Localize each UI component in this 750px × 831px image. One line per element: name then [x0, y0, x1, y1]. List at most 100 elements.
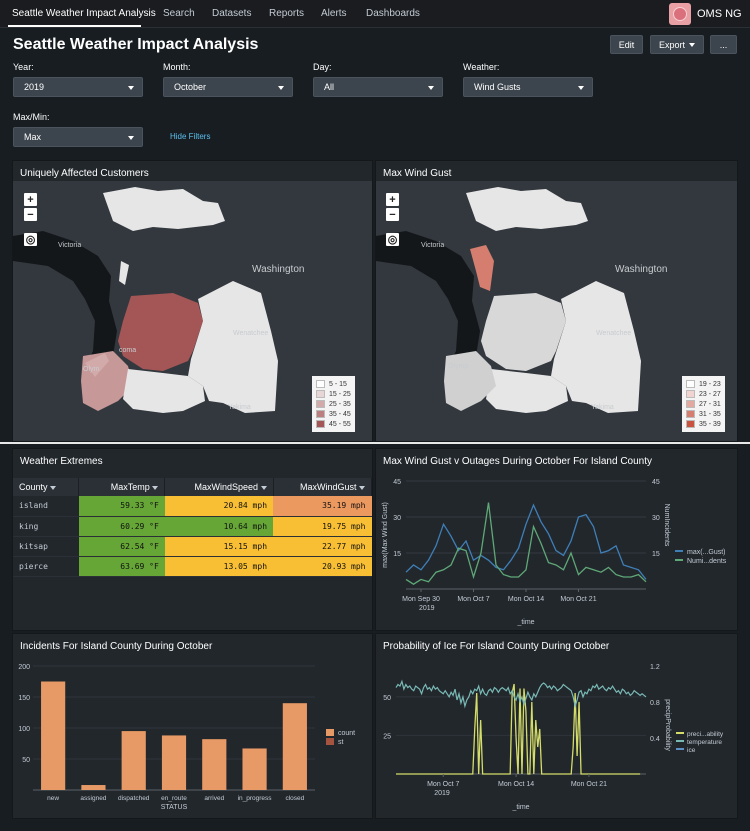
legend-swatch — [686, 400, 695, 408]
month-label: Month: — [163, 62, 191, 72]
series-line-max-wind-gust — [405, 503, 647, 580]
x-tick-label: Mon Oct 21 — [560, 596, 596, 603]
table-row[interactable]: king 60.29 °F 10.64 mph 19.75 mph — [13, 516, 372, 537]
legend-label: count — [338, 730, 355, 737]
legend-row: 35 - 45 — [316, 409, 351, 419]
column-header-county[interactable]: County — [13, 478, 80, 496]
map-canvas[interactable]: Victoria Washington Wenatchee Yakima Oly… — [13, 181, 372, 441]
water-body — [13, 231, 117, 386]
nav-item-current-dashboard[interactable]: Seattle Weather Impact Analysis — [12, 8, 156, 19]
bar-new — [41, 681, 66, 790]
sort-icon — [359, 486, 365, 490]
edit-button[interactable]: Edit — [610, 35, 643, 54]
year-dropdown[interactable]: 2019 — [13, 77, 143, 97]
nav-item-reports[interactable]: Reports — [269, 8, 305, 19]
legend-swatch — [316, 420, 325, 428]
county-lewis — [123, 369, 205, 413]
y-tick-label: 25 — [383, 733, 391, 740]
x-tick-label: Mon Oct 14 — [498, 781, 534, 788]
panel-title: Uniquely Affected Customers — [20, 168, 149, 179]
weather-dropdown[interactable]: Wind Gusts — [463, 77, 593, 97]
locate-icon[interactable]: ◎ — [386, 233, 399, 246]
column-header-maxwindgust[interactable]: MaxWindGust — [273, 478, 372, 496]
zoom-in-button[interactable]: + — [386, 193, 399, 206]
panel-title: Max Wind Gust — [383, 168, 452, 179]
y2-tick-label: 45 — [652, 479, 660, 486]
city-label-wenatchee: Wenatchee — [596, 330, 632, 337]
column-header-maxtemp[interactable]: MaxTemp — [78, 478, 166, 496]
legend-label: max(...Gust) — [687, 549, 726, 556]
region-label-washington: Washington — [615, 264, 668, 275]
x-tick-label: closed — [285, 795, 304, 802]
y2-tick-label: 1.2 — [650, 664, 660, 671]
weather-extremes-panel: Weather Extremes County MaxTemp MaxWindS… — [12, 448, 373, 631]
nav-item-datasets[interactable]: Datasets — [212, 8, 252, 19]
export-button-label: Export — [658, 39, 685, 50]
wind-gust-outages-chart[interactable]: 15 30 45 15 30 45 Mon Sep 30 Mon Oct 7 Mon Oct 1… — [376, 469, 738, 631]
column-header-maxwindspeed[interactable]: MaxWindSpeed — [164, 478, 274, 496]
app-name[interactable]: OMS NG — [697, 8, 742, 20]
weather-label: Weather: — [463, 62, 500, 72]
app-logo-icon[interactable] — [669, 3, 691, 25]
x-tick-label: dispatched — [118, 795, 150, 802]
legend-range: 5 - 15 — [329, 380, 347, 388]
cell-county: king — [13, 516, 79, 537]
ice-probability-chart[interactable]: 25 50 0.4 0.8 1.2 Mon Oct 7 Mon Oct 14 Mon Oct … — [376, 654, 738, 819]
year-value: 2019 — [24, 82, 45, 92]
table-row[interactable]: kitsap 62.54 °F 15.15 mph 22.77 mph — [13, 536, 372, 557]
cell-maxwindgust: 22.77 mph — [273, 536, 372, 557]
x-tick-label: Mon Oct 7 — [457, 596, 489, 603]
incidents-bar-chart[interactable]: 50 100 150 200 new assigned dispatched en_route… — [13, 654, 373, 819]
map-canvas[interactable]: Victoria Washington Wenatchee Yakima Oly… — [376, 181, 737, 441]
chevron-down-icon — [128, 86, 134, 90]
table-row[interactable]: pierce 63.69 °F 13.05 mph 20.93 mph — [13, 556, 372, 577]
cell-maxtemp: 62.54 °F — [78, 536, 165, 557]
legend-range: 23 - 27 — [699, 390, 721, 398]
maxmin-value: Max — [24, 132, 42, 142]
day-value: All — [324, 82, 335, 92]
weather-value: Wind Gusts — [474, 82, 521, 92]
month-dropdown[interactable]: October — [163, 77, 293, 97]
y-tick-label: 50 — [383, 695, 391, 702]
zoom-out-button[interactable]: − — [386, 208, 399, 221]
chevron-down-icon — [689, 42, 695, 47]
x-tick-sublabel: 2019 — [434, 790, 450, 797]
x-tick-label: en_route — [161, 795, 187, 802]
nav-item-alerts[interactable]: Alerts — [321, 8, 347, 19]
cell-maxtemp: 59.33 °F — [78, 496, 165, 517]
legend-row: 23 - 27 — [686, 389, 721, 399]
nav-item-dashboards[interactable]: Dashboards — [366, 8, 420, 19]
zoom-out-button[interactable]: − — [24, 208, 37, 221]
column-header-label: MaxTemp — [110, 482, 150, 492]
legend-row: 15 - 25 — [316, 389, 351, 399]
table-row[interactable]: island 59.33 °F 20.84 mph 35.19 mph — [13, 496, 372, 517]
cell-maxwindgust: 35.19 mph — [273, 496, 372, 517]
x-tick-label: Mon Oct 21 — [571, 781, 607, 788]
zoom-in-button[interactable]: + — [24, 193, 37, 206]
sort-icon — [152, 486, 159, 490]
y-tick-label: 150 — [18, 695, 30, 702]
chevron-down-icon — [278, 86, 284, 90]
export-button[interactable]: Export — [650, 35, 704, 54]
county-kittitas-yakima — [551, 281, 641, 413]
legend-swatch — [686, 420, 695, 428]
legend-swatch — [686, 410, 695, 418]
x-tick-label: Mon Oct 7 — [427, 781, 459, 788]
more-actions-button[interactable]: ... — [710, 35, 737, 54]
month-value: October — [174, 82, 207, 92]
region-label-washington: Washington — [252, 264, 305, 275]
legend-range: 31 - 35 — [699, 410, 721, 418]
locate-icon[interactable]: ◎ — [24, 233, 37, 246]
wind-gust-outages-panel: Max Wind Gust v Outages During October F… — [375, 448, 738, 631]
maxmin-dropdown[interactable]: Max — [13, 127, 143, 147]
legend-range: 35 - 45 — [329, 410, 351, 418]
cell-county: kitsap — [13, 536, 79, 557]
day-dropdown[interactable]: All — [313, 77, 443, 97]
y-tick-label: 200 — [18, 664, 30, 671]
y-tick-label: 30 — [393, 515, 401, 522]
nav-item-search[interactable]: Search — [163, 8, 195, 19]
legend-label: st — [338, 739, 344, 746]
bar-assigned — [81, 785, 106, 790]
hide-filters-link[interactable]: Hide Filters — [170, 132, 211, 141]
table-header-row: County MaxTemp MaxWindSpeed MaxWindGust — [13, 478, 372, 496]
